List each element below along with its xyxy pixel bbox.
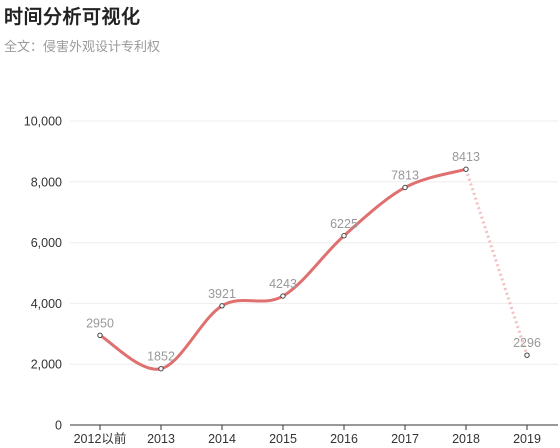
y-tick-label: 0: [55, 419, 62, 433]
y-tick-label: 4,000: [31, 297, 62, 311]
data-label: 1852: [147, 350, 175, 364]
data-point: [341, 233, 347, 239]
data-point: [219, 303, 225, 309]
data-point: [524, 352, 530, 358]
y-tick-label: 6,000: [31, 236, 62, 250]
x-tick-label: 2014: [208, 432, 236, 446]
data-label: 7813: [391, 168, 419, 182]
y-tick-label: 2,000: [31, 358, 62, 372]
x-axis-tick-labels: 2012以前 2013 2014 2015 2016 2017 2018 2019: [74, 431, 541, 446]
x-tick-label: 2016: [330, 432, 358, 446]
x-tick-label: 2019: [513, 432, 541, 446]
data-label: 8413: [452, 150, 480, 164]
x-tick-label: 2013: [147, 432, 175, 446]
page-title: 时间分析可视化: [4, 6, 141, 28]
data-label: 4243: [269, 277, 297, 291]
data-point: [158, 365, 164, 372]
data-point: [402, 184, 408, 191]
data-points: [97, 166, 530, 372]
x-tick-label: 2015: [269, 432, 297, 446]
y-tick-label: 10,000: [24, 115, 62, 129]
y-axis-tick-labels: 0 2,000 4,000 6,000 8,000 10,000: [24, 115, 62, 433]
x-tick-label: 2017: [391, 432, 419, 446]
data-label: 2950: [86, 316, 114, 330]
series-line: [98, 167, 529, 371]
data-point: [280, 293, 286, 299]
x-tick-label: 2018: [452, 432, 480, 446]
page-subtitle: 全文：侵害外观设计专利权: [4, 40, 161, 55]
data-label: 3921: [208, 287, 236, 301]
series-line-solid: [98, 167, 468, 371]
data-point: [97, 332, 103, 339]
data-label: 6225: [330, 217, 358, 231]
x-axis: [70, 424, 558, 430]
data-labels: 2950 1852 3921 4243 6225 7813 8413 2296: [86, 150, 541, 363]
data-point: [463, 166, 469, 172]
gridlines: [70, 120, 558, 365]
x-tick-label: 2012以前: [74, 431, 127, 446]
series-line-dashed: [464, 168, 529, 356]
data-label: 2296: [513, 336, 541, 350]
y-tick-label: 8,000: [31, 175, 62, 189]
